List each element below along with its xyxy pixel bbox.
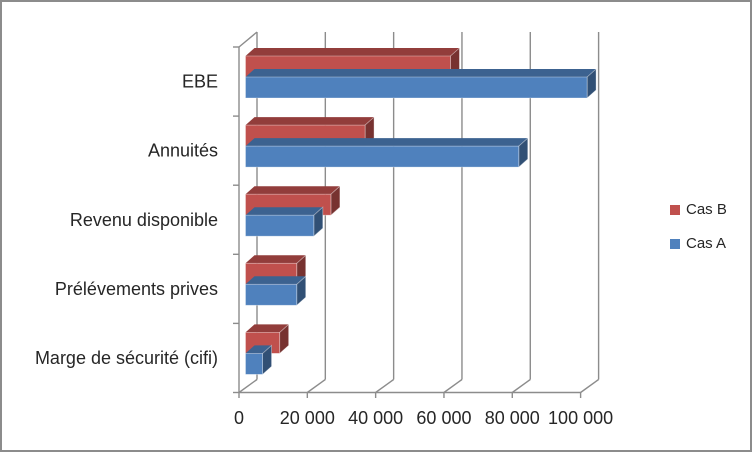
x-tick-label-2: 40 000 — [348, 408, 403, 428]
category-label-annuites: Annuités — [148, 141, 218, 161]
legend-label-cas-b: Cas B — [686, 201, 727, 218]
category-label-revenu-disponible: Revenu disponible — [70, 210, 218, 230]
x-tick-label-3: 60 000 — [416, 408, 471, 428]
legend-item-cas-a: Cas A — [670, 236, 727, 252]
legend-swatch-cas-a — [670, 239, 680, 249]
axis-labels: EBE Annuités Revenu disponible Prélévements… — [35, 72, 613, 428]
chart-legend: Cas B Cas A — [670, 202, 727, 252]
bar-cas-a-marge-de-securite-cifi — [245, 344, 272, 376]
category-label-marge-de-securite-cifi: Marge de sécurité (cifi) — [35, 348, 218, 368]
axes — [233, 46, 581, 394]
bar-cas-a-ebe — [245, 68, 597, 99]
x-tick-label-4: 80 000 — [485, 408, 540, 428]
category-label-ebe: EBE — [182, 72, 218, 92]
bar-cas-a-annuites — [245, 137, 529, 168]
bar-cas-a-prelevements-prives — [245, 275, 307, 307]
legend-item-cas-b: Cas B — [670, 202, 727, 218]
bar-cas-a-revenu-disponible — [245, 206, 324, 238]
bars — [245, 47, 597, 376]
legend-label-cas-a: Cas A — [686, 235, 727, 252]
x-tick-label-5: 100 000 — [548, 408, 613, 428]
legend-swatch-cas-b — [670, 205, 680, 215]
x-tick-label-0: 0 — [234, 408, 244, 428]
category-label-prelevements-prives: Prélévements prives — [55, 279, 218, 299]
x-tick-label-1: 20 000 — [280, 408, 335, 428]
